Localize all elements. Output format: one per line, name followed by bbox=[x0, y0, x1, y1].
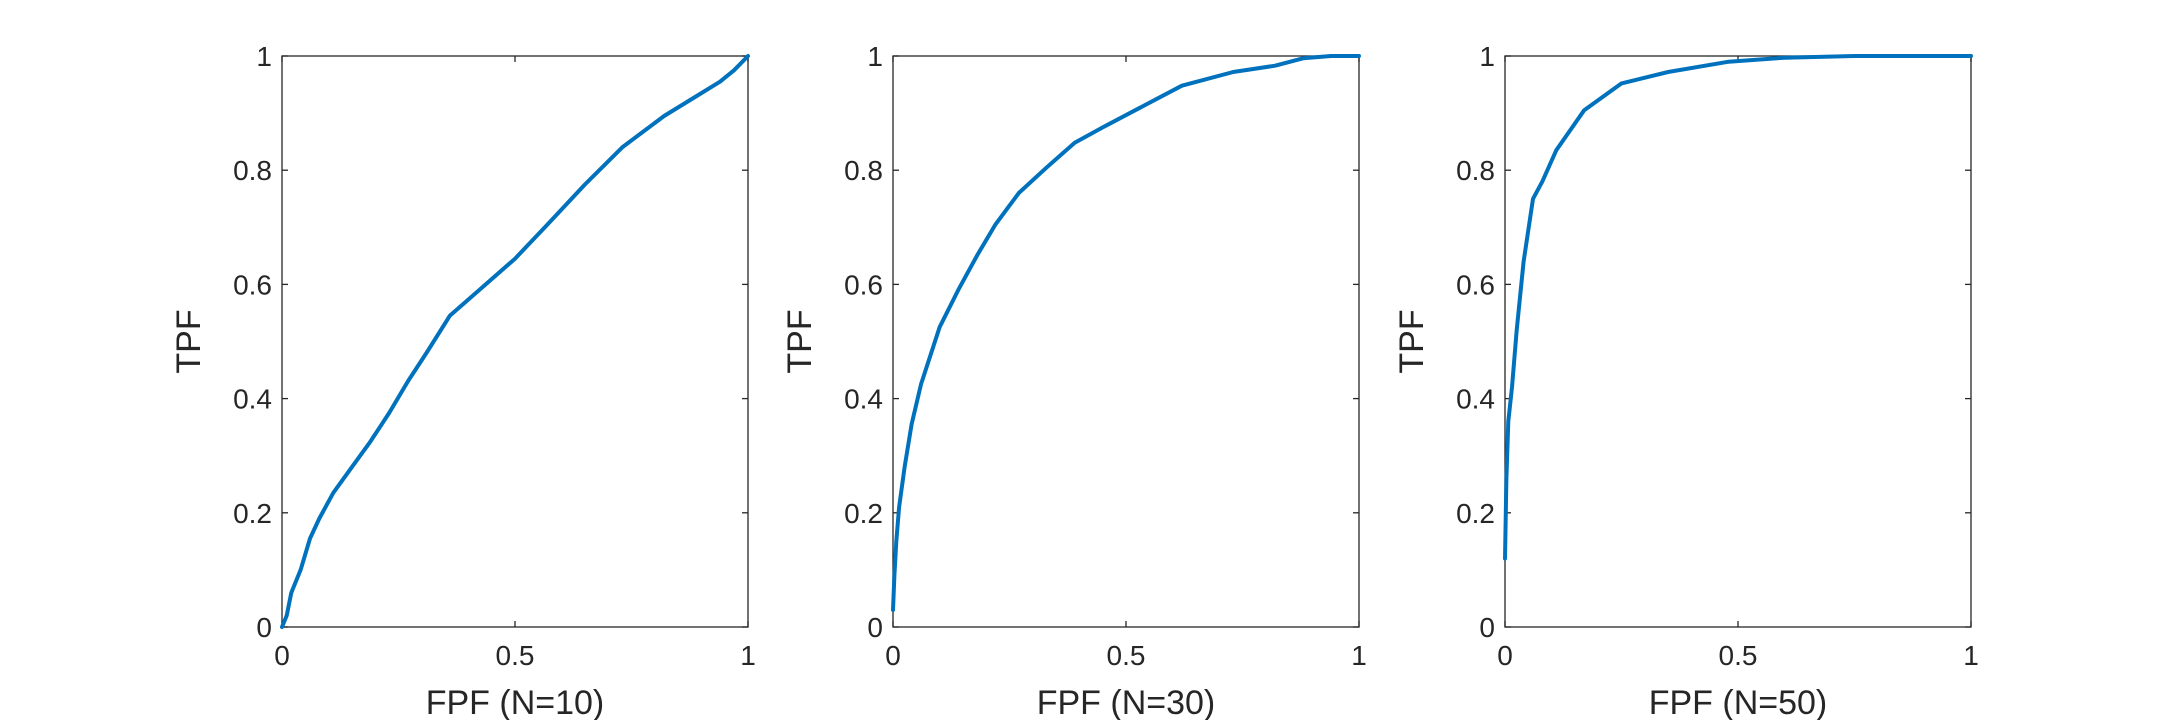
y-tick-label: 0.8 bbox=[844, 155, 883, 186]
x-axis-label: FPF (N=50) bbox=[1649, 684, 1828, 720]
x-axis-label: FPF (N=30) bbox=[1037, 684, 1216, 720]
x-tick-label: 0 bbox=[1497, 640, 1513, 671]
x-tick-label: 0.5 bbox=[496, 640, 535, 671]
y-tick-label: 0.6 bbox=[233, 269, 272, 300]
y-tick-label: 0 bbox=[867, 612, 883, 643]
y-tick-label: 0.8 bbox=[233, 155, 272, 186]
y-tick-label: 1 bbox=[256, 41, 272, 72]
y-axis-label: TPF bbox=[1393, 309, 1431, 373]
chart-panel-2: 0 0.2 0.4 0.6 0.8 1 0 0.5 1 FPF (N=30) TPF bbox=[781, 41, 1367, 720]
y-tick-label: 0.6 bbox=[1456, 269, 1495, 300]
x-tick-label: 0 bbox=[274, 640, 290, 671]
y-tick-label: 0 bbox=[1479, 612, 1495, 643]
roc-curve-line bbox=[280, 54, 750, 629]
x-tick-label: 0 bbox=[885, 640, 901, 671]
y-tick-label: 0.2 bbox=[233, 498, 272, 529]
x-tick-label: 0.5 bbox=[1719, 640, 1758, 671]
x-tick-label: 1 bbox=[1351, 640, 1367, 671]
chart-panel-3: 0 0.2 0.4 0.6 0.8 1 0 0.5 1 FPF (N=50) TPF bbox=[1393, 41, 1979, 720]
y-axis-label: TPF bbox=[170, 309, 208, 373]
y-tick-label: 0.4 bbox=[233, 384, 272, 415]
y-tick-label: 0.8 bbox=[1456, 155, 1495, 186]
chart-panel-1: 0 0.2 0.4 0.6 0.8 1 0 0.5 1 FPF (N=10) TPF bbox=[170, 41, 756, 720]
y-tick-label: 0.6 bbox=[844, 269, 883, 300]
y-axis-label: TPF bbox=[781, 309, 819, 373]
y-tick-label: 1 bbox=[867, 41, 883, 72]
roc-curve-line bbox=[891, 54, 1361, 612]
x-tick-label: 1 bbox=[1963, 640, 1979, 671]
y-tick-label: 0.4 bbox=[844, 384, 883, 415]
x-axis-label: FPF (N=10) bbox=[426, 684, 605, 720]
roc-curve-line bbox=[1503, 54, 1973, 561]
y-tick-label: 0.4 bbox=[1456, 384, 1495, 415]
axes-frame bbox=[1504, 55, 1972, 628]
y-tick-label: 0.2 bbox=[1456, 498, 1495, 529]
axes-frame bbox=[892, 55, 1360, 628]
y-tick-label: 0.2 bbox=[844, 498, 883, 529]
x-tick-label: 1 bbox=[740, 640, 756, 671]
x-tick-label: 0.5 bbox=[1107, 640, 1146, 671]
y-tick-label: 0 bbox=[256, 612, 272, 643]
y-tick-label: 1 bbox=[1479, 41, 1495, 72]
axes-frame bbox=[281, 55, 749, 628]
